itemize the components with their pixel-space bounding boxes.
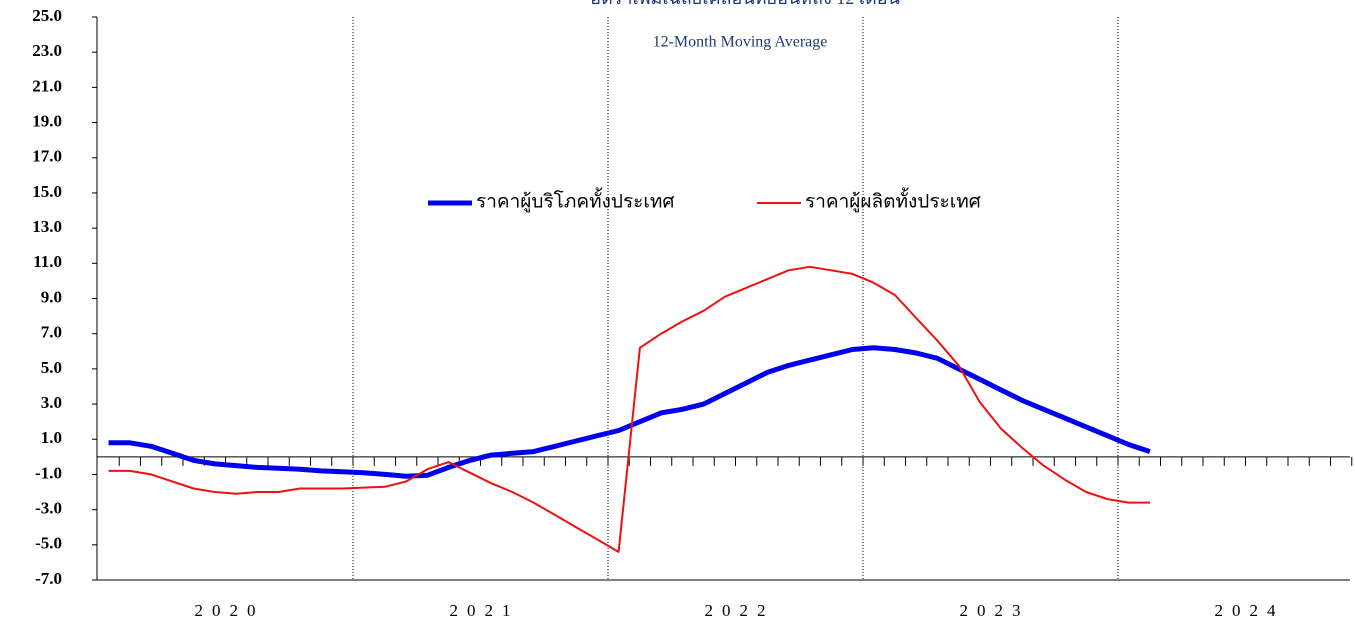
y-tick-label: 3.0 bbox=[41, 393, 62, 412]
data-line bbox=[108, 345, 1151, 479]
x-tick-label: 2022 bbox=[705, 601, 775, 620]
legend-label: ราคาผู้บริโภคทั้งประเทศ bbox=[476, 188, 674, 213]
y-tick-label: -5.0 bbox=[35, 534, 62, 553]
legend-label: ราคาผู้ผลิตทั้งประเทศ bbox=[805, 188, 981, 213]
x-tick-label: 2020 bbox=[195, 601, 265, 620]
chart-title: อัตราเพิ่มเฉลี่ยเคลื่อนที่ย้อนหลัง 12 เด… bbox=[590, 0, 900, 8]
x-tick-label: 2023 bbox=[960, 601, 1030, 620]
y-tick-label: 15.0 bbox=[32, 182, 62, 201]
y-tick-label: 7.0 bbox=[41, 323, 62, 342]
y-tick-label: 9.0 bbox=[41, 287, 62, 306]
y-tick-label: 23.0 bbox=[32, 41, 62, 60]
x-tick-label: 2024 bbox=[1215, 601, 1285, 620]
y-tick-label: 17.0 bbox=[32, 147, 62, 166]
data-line bbox=[108, 265, 1150, 553]
y-tick-label: 21.0 bbox=[32, 76, 62, 95]
y-tick-label: -7.0 bbox=[35, 569, 62, 588]
y-tick-label: 19.0 bbox=[32, 111, 62, 130]
y-tick-label: -3.0 bbox=[35, 499, 62, 518]
y-tick-label: 13.0 bbox=[32, 217, 62, 236]
chart-subtitle: 12-Month Moving Average bbox=[653, 34, 828, 51]
y-tick-label: 1.0 bbox=[41, 428, 62, 447]
y-tick-label: 5.0 bbox=[41, 358, 62, 377]
y-tick-label: 11.0 bbox=[33, 252, 62, 271]
y-tick-label: 25.0 bbox=[32, 6, 62, 25]
y-tick-label: -1.0 bbox=[35, 463, 62, 482]
x-tick-label: 2021 bbox=[450, 601, 520, 620]
